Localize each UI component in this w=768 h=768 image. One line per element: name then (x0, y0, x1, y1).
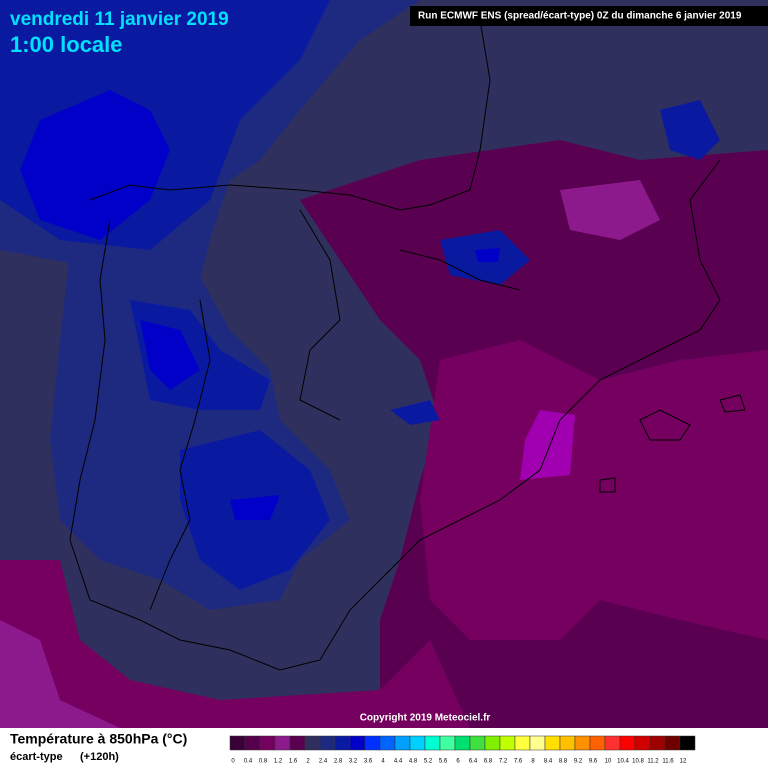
scale-swatch (559, 735, 576, 751)
scale-label: 2 (306, 759, 310, 765)
scale-swatch (544, 735, 561, 751)
scale-label: 8.8 (559, 759, 568, 765)
scale-swatch (274, 735, 291, 751)
scale-swatch (604, 735, 621, 751)
scale-swatch (514, 735, 531, 751)
scale-label: 5.2 (424, 759, 433, 765)
scale-label: 4.4 (394, 759, 403, 765)
map (0, 0, 768, 728)
scale-swatch (409, 735, 426, 751)
scale-label: 6 (456, 759, 460, 765)
scale-label: 2.8 (334, 759, 343, 765)
scale-label: 8 (531, 759, 535, 765)
scale-label: 0.4 (244, 759, 253, 765)
scale-swatch (424, 735, 441, 751)
scale-swatch (664, 735, 681, 751)
scale-swatch (469, 735, 486, 751)
scale-swatch (364, 735, 381, 751)
scale-label: 0.8 (259, 759, 268, 765)
scale-label: 4 (381, 759, 385, 765)
run-box (410, 6, 768, 26)
scale-label: 10.4 (617, 759, 629, 765)
scale-swatch (289, 735, 306, 751)
scale-label: 9.2 (574, 759, 583, 765)
scale-swatch (454, 735, 471, 751)
scale-swatch (259, 735, 276, 751)
scale-label: 7.6 (514, 759, 523, 765)
scale-label: 5.6 (439, 759, 448, 765)
scale-swatch (229, 735, 246, 751)
scale-swatch (379, 735, 396, 751)
scale-swatch (394, 735, 411, 751)
scale-swatch (649, 735, 666, 751)
color-scale: 0 0.4 0.8 1.2 1.6 2 2.4 2.8 3.2 3.6 4 4.4 4.8 5.2 5.6 6… (229, 735, 696, 765)
scale-label: 1.2 (274, 759, 283, 765)
scale-swatch (589, 735, 606, 751)
scale-label: 11.2 (647, 759, 659, 765)
scale-swatch (634, 735, 651, 751)
scale-label: 10 (605, 759, 612, 765)
run-label: Run ECMWF ENS (spread/écart-type) 0Z du … (418, 11, 742, 22)
scale-label: 12 (680, 759, 687, 765)
scale-label: 1.6 (289, 759, 298, 765)
scale-swatch (244, 735, 261, 751)
scale-label: 9.6 (589, 759, 598, 765)
scale-label: 10.8 (632, 759, 644, 765)
copyright: Copyright 2019 Meteociel.fr (360, 713, 491, 724)
scale-swatch (619, 735, 636, 751)
scale-swatch (304, 735, 321, 751)
scale-swatch (349, 735, 366, 751)
scale-swatch (319, 735, 336, 751)
time: 1:00 locale (10, 32, 123, 57)
legend-subtitle: écart-type (10, 751, 63, 763)
scale-swatch (574, 735, 591, 751)
scale-swatch (439, 735, 456, 751)
scale-swatch (499, 735, 516, 751)
scale-label: 6.8 (484, 759, 493, 765)
scale-swatch (334, 735, 351, 751)
scale-label: 2.4 (319, 759, 328, 765)
scale-label: 0 (231, 759, 235, 765)
scale-swatch (679, 735, 696, 751)
scale-label: 7.2 (499, 759, 508, 765)
scale-swatch (529, 735, 546, 751)
scale-swatch (484, 735, 501, 751)
scale-label: 3.2 (349, 759, 358, 765)
date: vendredi 11 janvier 2019 (10, 9, 229, 30)
scale-label: 4.8 (409, 759, 418, 765)
scale-label: 3.6 (364, 759, 373, 765)
legend-lead: (+120h) (80, 751, 119, 763)
legend-title: Température à 850hPa (°C) (10, 731, 187, 747)
scale-label: 11.6 (662, 759, 674, 765)
scale-label: 8.4 (544, 759, 553, 765)
scale-label: 6.4 (469, 759, 478, 765)
